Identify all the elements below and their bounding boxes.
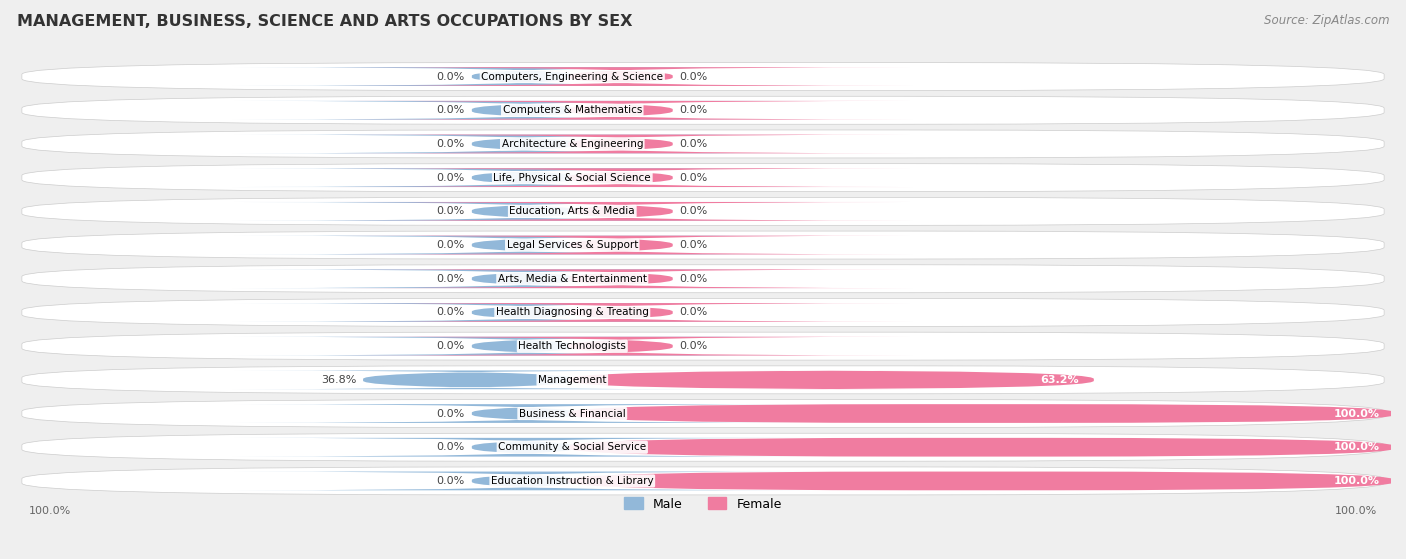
- FancyBboxPatch shape: [232, 101, 815, 120]
- Text: 100.0%: 100.0%: [1334, 409, 1381, 419]
- Text: Education Instruction & Library: Education Instruction & Library: [491, 476, 654, 486]
- Text: 0.0%: 0.0%: [437, 409, 465, 419]
- FancyBboxPatch shape: [22, 299, 1384, 326]
- Text: 0.0%: 0.0%: [437, 341, 465, 351]
- Text: 0.0%: 0.0%: [437, 173, 465, 183]
- Text: Architecture & Engineering: Architecture & Engineering: [502, 139, 643, 149]
- Text: 0.0%: 0.0%: [679, 206, 707, 216]
- FancyBboxPatch shape: [232, 337, 815, 356]
- FancyBboxPatch shape: [568, 371, 1094, 389]
- FancyBboxPatch shape: [22, 130, 1384, 158]
- FancyBboxPatch shape: [329, 67, 912, 86]
- FancyBboxPatch shape: [22, 433, 1384, 461]
- FancyBboxPatch shape: [22, 197, 1384, 225]
- FancyBboxPatch shape: [329, 303, 912, 322]
- Text: Community & Social Service: Community & Social Service: [498, 442, 647, 452]
- FancyBboxPatch shape: [22, 332, 1384, 360]
- Text: 0.0%: 0.0%: [679, 341, 707, 351]
- Text: MANAGEMENT, BUSINESS, SCIENCE AND ARTS OCCUPATIONS BY SEX: MANAGEMENT, BUSINESS, SCIENCE AND ARTS O…: [17, 14, 633, 29]
- FancyBboxPatch shape: [232, 371, 707, 389]
- Text: 0.0%: 0.0%: [437, 206, 465, 216]
- Text: 100.0%: 100.0%: [1334, 506, 1378, 516]
- Text: 100.0%: 100.0%: [1334, 442, 1381, 452]
- FancyBboxPatch shape: [329, 168, 912, 187]
- Text: Health Technologists: Health Technologists: [519, 341, 626, 351]
- Text: 0.0%: 0.0%: [437, 307, 465, 318]
- FancyBboxPatch shape: [22, 231, 1384, 259]
- FancyBboxPatch shape: [22, 63, 1384, 91]
- FancyBboxPatch shape: [232, 269, 815, 288]
- Text: Life, Physical & Social Science: Life, Physical & Social Science: [494, 173, 651, 183]
- Text: 0.0%: 0.0%: [679, 173, 707, 183]
- FancyBboxPatch shape: [22, 164, 1384, 192]
- Text: 0.0%: 0.0%: [679, 72, 707, 82]
- FancyBboxPatch shape: [22, 467, 1384, 495]
- Text: 0.0%: 0.0%: [437, 476, 465, 486]
- FancyBboxPatch shape: [329, 101, 912, 120]
- Text: 0.0%: 0.0%: [679, 105, 707, 115]
- Text: 36.8%: 36.8%: [321, 375, 356, 385]
- FancyBboxPatch shape: [232, 202, 815, 221]
- FancyBboxPatch shape: [329, 236, 912, 254]
- Text: 0.0%: 0.0%: [437, 240, 465, 250]
- FancyBboxPatch shape: [232, 472, 815, 490]
- FancyBboxPatch shape: [232, 168, 815, 187]
- Text: 0.0%: 0.0%: [437, 139, 465, 149]
- Text: Computers, Engineering & Science: Computers, Engineering & Science: [481, 72, 664, 82]
- FancyBboxPatch shape: [568, 472, 1395, 490]
- Text: Arts, Media & Entertainment: Arts, Media & Entertainment: [498, 274, 647, 284]
- FancyBboxPatch shape: [232, 236, 815, 254]
- Text: Education, Arts & Media: Education, Arts & Media: [509, 206, 636, 216]
- Text: Computers & Mathematics: Computers & Mathematics: [502, 105, 643, 115]
- FancyBboxPatch shape: [329, 202, 912, 221]
- Text: 0.0%: 0.0%: [437, 442, 465, 452]
- Text: 0.0%: 0.0%: [679, 240, 707, 250]
- Text: Health Diagnosing & Treating: Health Diagnosing & Treating: [496, 307, 648, 318]
- FancyBboxPatch shape: [22, 265, 1384, 293]
- Text: 0.0%: 0.0%: [679, 139, 707, 149]
- Text: Source: ZipAtlas.com: Source: ZipAtlas.com: [1264, 14, 1389, 27]
- FancyBboxPatch shape: [568, 404, 1395, 423]
- FancyBboxPatch shape: [568, 438, 1395, 457]
- Text: 0.0%: 0.0%: [679, 274, 707, 284]
- Text: 0.0%: 0.0%: [437, 105, 465, 115]
- Text: Business & Financial: Business & Financial: [519, 409, 626, 419]
- FancyBboxPatch shape: [22, 96, 1384, 124]
- Legend: Male, Female: Male, Female: [619, 492, 787, 515]
- FancyBboxPatch shape: [232, 135, 815, 153]
- Text: 63.2%: 63.2%: [1040, 375, 1078, 385]
- FancyBboxPatch shape: [232, 303, 815, 322]
- FancyBboxPatch shape: [232, 67, 815, 86]
- Text: 0.0%: 0.0%: [437, 274, 465, 284]
- FancyBboxPatch shape: [232, 438, 815, 457]
- FancyBboxPatch shape: [329, 269, 912, 288]
- Text: Legal Services & Support: Legal Services & Support: [506, 240, 638, 250]
- FancyBboxPatch shape: [22, 400, 1384, 428]
- FancyBboxPatch shape: [329, 337, 912, 356]
- FancyBboxPatch shape: [329, 135, 912, 153]
- Text: 0.0%: 0.0%: [437, 72, 465, 82]
- FancyBboxPatch shape: [232, 404, 815, 423]
- Text: Management: Management: [538, 375, 606, 385]
- Text: 0.0%: 0.0%: [679, 307, 707, 318]
- Text: 100.0%: 100.0%: [28, 506, 72, 516]
- FancyBboxPatch shape: [22, 366, 1384, 394]
- Text: 100.0%: 100.0%: [1334, 476, 1381, 486]
